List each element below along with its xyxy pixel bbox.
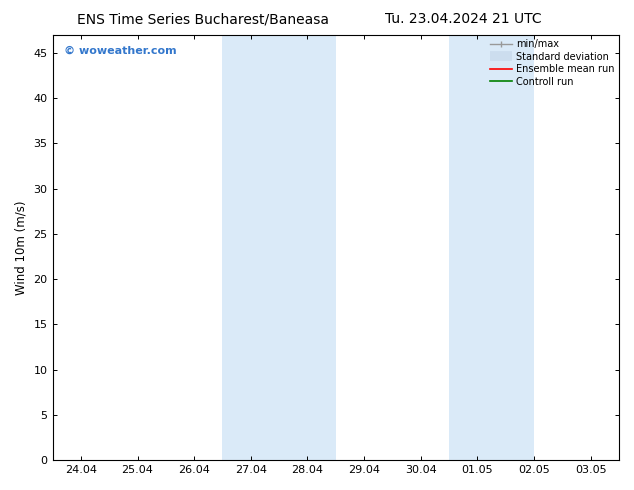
Text: Tu. 23.04.2024 21 UTC: Tu. 23.04.2024 21 UTC — [384, 12, 541, 26]
Legend: min/max, Standard deviation, Ensemble mean run, Controll run: min/max, Standard deviation, Ensemble me… — [488, 38, 616, 89]
Bar — [223, 35, 336, 460]
Y-axis label: Wind 10m (m/s): Wind 10m (m/s) — [15, 200, 28, 294]
Text: ENS Time Series Bucharest/Baneasa: ENS Time Series Bucharest/Baneasa — [77, 12, 329, 26]
Bar — [449, 35, 534, 460]
Text: © woweather.com: © woweather.com — [64, 45, 176, 55]
